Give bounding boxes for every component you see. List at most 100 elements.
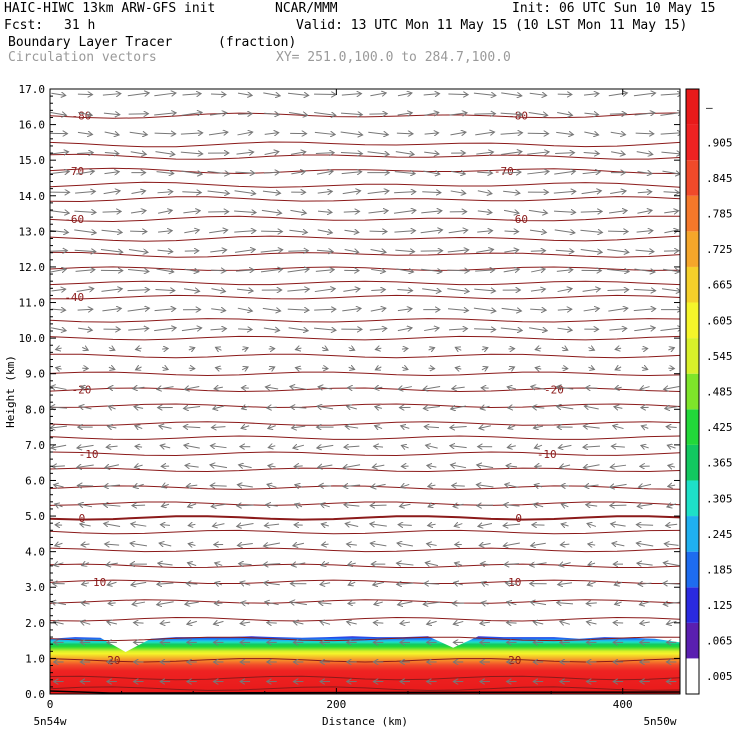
wind-vector: [588, 367, 594, 369]
wind-vector: [188, 368, 195, 369]
wind-vector: [291, 171, 305, 174]
wind-vector: [103, 191, 120, 194]
wind-vector: [556, 387, 574, 389]
wind-vector: [76, 171, 94, 174]
wind-vector: [641, 348, 648, 349]
wind-vector: [51, 289, 65, 291]
colorbar-label: .545: [706, 350, 733, 363]
wind-vector: [501, 93, 522, 96]
wind-vector: [318, 465, 333, 467]
wind-vector: [474, 289, 495, 291]
wind-vector: [344, 505, 360, 507]
wind-vector: [662, 171, 680, 174]
wind-vector: [560, 621, 570, 624]
wind-vector: [607, 290, 629, 291]
wind-vector: [423, 171, 440, 174]
wind-vector: [266, 505, 278, 506]
wind-vector: [52, 466, 65, 467]
wind-vector: [50, 407, 68, 408]
wind-vector: [315, 270, 334, 272]
wind-vector: [50, 113, 67, 116]
wind-vector: [424, 583, 440, 584]
wind-vector: [50, 251, 68, 252]
wind-vector: [292, 563, 306, 566]
wind-vector: [74, 230, 96, 233]
wind-vector: [237, 544, 253, 546]
wind-vector: [424, 427, 439, 428]
wind-vector: [530, 563, 547, 566]
colorbar-segment: [686, 409, 699, 445]
wind-vector: [51, 93, 65, 95]
wind-vector: [558, 445, 572, 448]
wind-vector: [322, 544, 329, 545]
wind-vector: [214, 387, 223, 389]
wind-vector: [609, 211, 627, 213]
wind-vector: [503, 543, 520, 546]
wind-vector: [368, 132, 388, 134]
isotherm: [50, 141, 680, 148]
wind-vector: [74, 250, 96, 251]
wind-vector: [500, 133, 523, 135]
wind-vector: [503, 269, 520, 272]
wind-vector: [554, 171, 575, 174]
wind-vector: [160, 622, 171, 623]
colorbar-label: .245: [706, 528, 733, 541]
isotherm: [50, 675, 680, 681]
wind-vector: [161, 504, 170, 506]
wind-vector: [315, 153, 334, 154]
wind-vector: [641, 426, 649, 429]
wind-vector: [399, 504, 411, 506]
wind-vector: [447, 309, 468, 311]
wind-vector: [500, 328, 522, 330]
wind-vector: [668, 485, 676, 486]
wind-vector: [104, 485, 120, 487]
isotherm: [50, 563, 680, 569]
wind-vector: [666, 427, 677, 428]
wind-vector: [638, 484, 652, 487]
wind-vector: [154, 113, 176, 115]
wind-vector: [288, 93, 309, 95]
x-tick-label: 0: [47, 698, 54, 711]
wind-vector: [342, 308, 361, 311]
colorbar-label: .485: [706, 386, 733, 399]
wind-vector: [290, 210, 306, 213]
wind-vector: [208, 132, 228, 135]
colorbar-frame: [685, 88, 700, 695]
wind-vector: [370, 308, 386, 311]
wind-vector: [371, 290, 385, 291]
y-tick-label: 6.0: [25, 474, 45, 487]
wind-vector: [583, 94, 599, 96]
wind-vector: [234, 211, 256, 213]
wind-vector: [78, 504, 93, 507]
wind-vector: [502, 172, 521, 173]
wind-vector: [132, 602, 146, 604]
wind-vector: [584, 113, 598, 115]
wind-vector: [477, 172, 492, 173]
wind-vector: [532, 407, 545, 408]
wind-vector: [397, 93, 412, 96]
wind-vector: [342, 191, 361, 194]
wind-vector: [343, 465, 361, 468]
wind-vector: [314, 328, 336, 330]
wind-vector: [474, 329, 496, 330]
wind-vector: [263, 328, 280, 330]
wind-vector: [454, 582, 463, 585]
wind-vector: [423, 387, 441, 390]
wind-vector: [428, 485, 436, 486]
wind-vector: [584, 132, 598, 135]
wind-vector: [453, 621, 464, 624]
wind-vector: [130, 211, 146, 213]
colorbar-label: .905: [706, 136, 733, 149]
contour-label: -10: [537, 448, 557, 461]
wind-vector: [101, 230, 123, 232]
wind-vector: [635, 250, 654, 252]
wind-vector: [268, 367, 275, 370]
isotherm: [50, 616, 680, 622]
wind-vector: [580, 250, 602, 253]
wind-vector: [182, 192, 201, 193]
wind-vector: [397, 543, 414, 546]
wind-vector: [529, 230, 546, 232]
wind-vector: [103, 505, 121, 507]
wind-vector: [347, 544, 357, 545]
wind-vector: [535, 466, 542, 467]
